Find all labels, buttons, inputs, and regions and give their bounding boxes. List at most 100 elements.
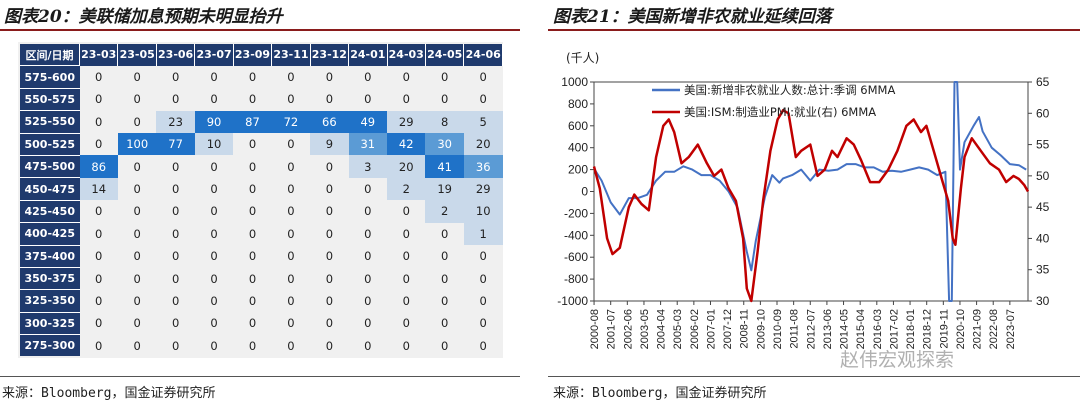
table-cell: 0 (248, 182, 257, 197)
y-right-tick-label: 65 (1036, 75, 1050, 89)
table-cell: 0 (325, 249, 334, 264)
table-cell: 0 (402, 338, 410, 353)
table-cell: 0 (287, 92, 295, 107)
table-cell: 0 (210, 271, 218, 286)
table-cell: 0 (325, 92, 334, 107)
y-left-tick-label: 600 (568, 119, 588, 133)
table-cell: 0 (287, 70, 295, 85)
table-row: 350-375 0 0 0 0 0 0 0 0 0 0 0 (20, 266, 503, 290)
rate-probability-table: 区间/日期 23-03 23-05 23-06 23-07 23-09 23-11 23-12… (20, 44, 503, 357)
table-cell: 0 (133, 316, 141, 331)
table-cell: 20 (387, 155, 426, 178)
table-cell: 23 (156, 110, 195, 134)
y-right-tick-label: 30 (1036, 294, 1050, 308)
table-body: 575-600 0 0 0 0 0 0 0 0 0 0 0 550-575 0 0 0 0 0 0 0 0 0 0 0 525-… (20, 65, 503, 357)
x-tick-label: 2011-08 (789, 309, 801, 349)
table-cell: 0 (479, 249, 487, 264)
table-cell: 0 (248, 293, 257, 308)
table-cell: 0 (364, 70, 372, 85)
table-cell: 0 (248, 92, 257, 107)
left-title-rule (0, 29, 520, 31)
table-row-label: 350-375 (20, 266, 80, 290)
table-cell: 0 (364, 182, 372, 197)
table-cell: 42 (387, 133, 426, 156)
table-cell: 0 (133, 338, 141, 353)
table-cell: 0 (210, 338, 218, 353)
table-cell: 0 (210, 226, 218, 241)
table-cell: 0 (287, 271, 295, 286)
table-cell: 0 (133, 204, 141, 219)
right-source: 来源：Bloomberg，国金证券研究所 (553, 386, 767, 401)
table-cell: 0 (441, 92, 449, 107)
y-left-tick-label: 200 (568, 163, 588, 177)
table-cell: 0 (402, 271, 410, 286)
table-cell: 0 (364, 338, 372, 353)
y-right-tick-label: 45 (1036, 200, 1050, 214)
table-cell: 86 (79, 155, 118, 178)
table-cell: 0 (248, 249, 257, 264)
nonfarm-payrolls-line (593, 81, 1027, 302)
table-cell: 0 (95, 114, 103, 129)
y-left-tick-label: -1000 (557, 294, 588, 308)
table-cell: 0 (248, 226, 257, 241)
table-column-header: 23-12 (310, 44, 350, 66)
table-cell: 0 (95, 316, 103, 331)
table-column-header: 23-03 (79, 44, 119, 66)
table-cell: 0 (171, 204, 180, 219)
table-cell: 36 (463, 155, 503, 178)
y-left-tick-label: 800 (568, 97, 588, 111)
table-cell: 0 (441, 70, 449, 85)
table-cell: 31 (348, 133, 388, 156)
table-cell: 0 (133, 293, 141, 308)
y-left-tick-label: -800 (564, 272, 588, 286)
table-cell: 0 (441, 271, 449, 286)
y-left-tick-label: 0 (581, 185, 588, 199)
table-column-header: 24-05 (425, 44, 465, 66)
table-cell: 0 (287, 293, 295, 308)
x-tick-label: 2020-10 (955, 309, 967, 349)
watermark: 赵伟宏观探索 (840, 349, 955, 371)
table-column-header: 23-09 (233, 44, 273, 66)
table-cell: 0 (287, 204, 295, 219)
table-cell: 2 (387, 177, 426, 201)
x-tick-label: 2004-04 (656, 309, 668, 349)
table-cell: 0 (325, 293, 334, 308)
table-cell: 0 (364, 92, 372, 107)
y-left-unit-label: (千人) (566, 51, 599, 65)
left-bottom-rule (0, 376, 520, 377)
x-tick-label: 2022-08 (988, 309, 1000, 349)
table-cell: 0 (325, 182, 334, 197)
table-column-header: 23-06 (156, 44, 196, 66)
table-cell: 0 (95, 226, 103, 241)
table-cell: 0 (479, 92, 487, 107)
y-right-tick-label: 35 (1036, 263, 1050, 277)
x-tick-label: 2008-11 (739, 309, 751, 349)
table-cell: 0 (325, 338, 334, 353)
table-cell: 0 (95, 204, 103, 219)
table-cell: 3 (348, 155, 388, 178)
left-source: 来源：Bloomberg，国金证券研究所 (2, 386, 216, 401)
table-cell: 0 (287, 159, 295, 174)
y-left-tick-label: -600 (564, 250, 588, 264)
table-row-label: 375-400 (20, 244, 80, 268)
table-row: 375-400 0 0 0 0 0 0 0 0 0 0 0 (20, 244, 503, 268)
table-cell: 0 (325, 204, 334, 219)
table-cell: 0 (171, 271, 180, 286)
table-cell: 0 (248, 204, 257, 219)
table-cell: 0 (325, 226, 334, 241)
table-row-label: 525-550 (20, 110, 80, 134)
table-cell: 0 (171, 293, 180, 308)
table-row-label: 400-425 (20, 222, 80, 246)
table-cell: 0 (171, 249, 180, 264)
x-tick-label: 2015-04 (855, 309, 867, 349)
table-cell: 0 (171, 92, 180, 107)
x-tick-label: 2005-03 (672, 309, 684, 349)
table-column-header: 23-11 (271, 44, 311, 66)
y-right-tick-label: 50 (1036, 169, 1050, 183)
table-cell: 0 (287, 137, 295, 152)
table-cell: 0 (364, 293, 372, 308)
left-panel-title: 图表20：美联储加息预期未明显抬升 (4, 7, 283, 27)
y-left-tick-label: -400 (564, 228, 588, 242)
table-row: 525-550 0 0 23 90 87 72 66 49 29 8 5 (20, 110, 503, 134)
table-cell: 10 (463, 200, 503, 223)
